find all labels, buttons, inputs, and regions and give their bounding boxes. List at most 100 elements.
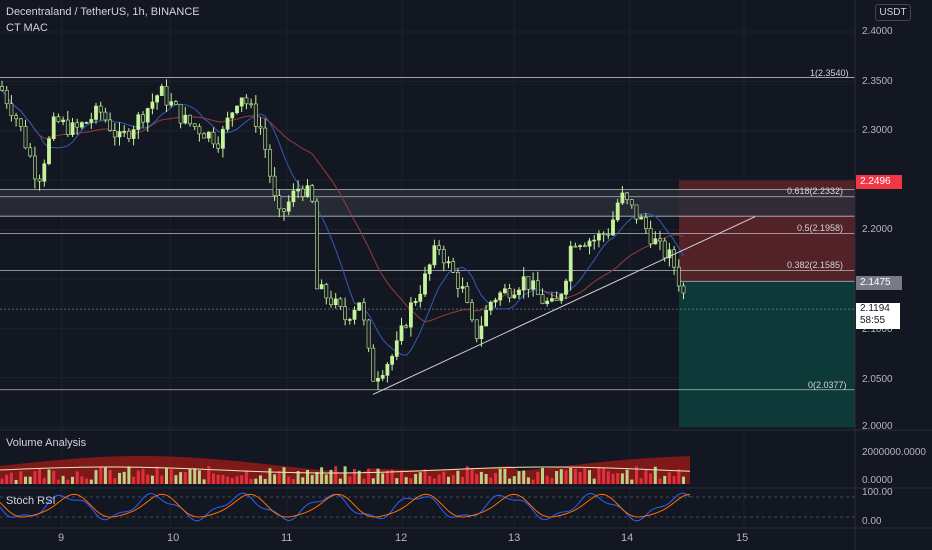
candle-body — [573, 245, 578, 248]
volume-bar — [395, 478, 399, 484]
candle-body — [89, 119, 94, 123]
volume-bar — [564, 470, 568, 484]
volume-bar — [376, 468, 380, 484]
volume-bar — [494, 472, 497, 484]
candle-body — [620, 192, 625, 204]
volume-bar — [555, 471, 559, 484]
volume-bar — [362, 478, 366, 484]
volume-bar — [212, 473, 215, 484]
volume-bar — [597, 467, 601, 484]
time-tick: 15 — [736, 532, 749, 544]
price-tick: 2.0000 — [862, 421, 893, 432]
symbol-title[interactable]: Decentraland / TetherUS, 1h, BINANCE — [6, 6, 200, 18]
volume-bar — [66, 479, 70, 484]
volume-bar — [263, 478, 267, 484]
candle-body — [582, 245, 587, 248]
candle-body — [155, 95, 160, 103]
volume-ma-line — [0, 466, 691, 474]
candle-body — [291, 190, 296, 203]
volume-bar — [179, 472, 183, 484]
volume-bar — [291, 479, 295, 484]
volume-tick: 2000000.0000 — [862, 447, 926, 458]
candle-body — [399, 325, 404, 342]
fib-label-0618: 0.618(2.2332) — [787, 186, 844, 196]
candle-body — [51, 116, 56, 140]
volume-bar — [249, 479, 253, 484]
candle-body — [611, 219, 615, 236]
candle-body — [413, 301, 418, 304]
volume-bar — [531, 479, 535, 484]
candle-body — [300, 188, 305, 197]
candle-body — [507, 288, 512, 299]
candle-body — [310, 185, 315, 202]
candle-body — [117, 131, 122, 138]
volume-bar — [197, 470, 201, 484]
candle-body — [239, 97, 244, 107]
volume-bar — [508, 478, 512, 484]
volume-bar — [588, 470, 591, 484]
price-tick: 2.4000 — [862, 26, 893, 37]
trend-line[interactable] — [372, 216, 756, 395]
candle-body — [676, 266, 681, 287]
volume-bar — [113, 478, 117, 484]
volume-bar — [254, 478, 258, 484]
candle-body — [333, 298, 338, 305]
candle-body — [376, 378, 380, 382]
volume-bar — [414, 473, 418, 484]
candle-body — [488, 301, 493, 311]
volume-bar — [381, 473, 385, 484]
volume-bar — [320, 467, 324, 484]
volume-bar — [118, 472, 121, 484]
volume-bar — [461, 476, 465, 484]
fib-label-1: 1(2.3540) — [810, 68, 849, 78]
price-tick: 2.1000 — [862, 324, 893, 335]
volume-bar — [677, 469, 681, 484]
volume-bar — [108, 470, 112, 484]
candle-body — [648, 228, 653, 245]
candle-body — [338, 298, 343, 307]
volume-bar — [9, 472, 13, 484]
volume-bar — [28, 476, 32, 484]
indicator-label[interactable]: CT MAC — [6, 22, 48, 34]
candle-body — [4, 90, 9, 105]
volume-bar — [437, 474, 441, 484]
candle-body — [230, 112, 235, 119]
volume-bar — [75, 471, 79, 484]
volume-bar — [277, 471, 281, 484]
volume-bar — [465, 466, 469, 484]
volume-bar — [169, 469, 173, 484]
candle-body — [540, 294, 545, 304]
volume-pane-label[interactable]: Volume Analysis — [6, 437, 87, 449]
volume-bar — [230, 477, 234, 484]
volume-bar — [296, 471, 300, 484]
volume-bar — [14, 479, 18, 484]
candle-body — [319, 284, 324, 290]
volume-bar — [409, 478, 413, 484]
volume-bar — [38, 468, 42, 484]
volume-bar — [268, 468, 272, 484]
volume-bar — [569, 468, 573, 484]
candle-body — [526, 276, 531, 290]
volume-bar — [475, 474, 479, 484]
candle-body — [9, 103, 14, 116]
volume-bar — [630, 479, 634, 484]
volume-bar — [663, 475, 667, 484]
volume-bar — [479, 471, 483, 484]
candle-body — [592, 239, 597, 242]
candle-body — [61, 119, 66, 123]
volume-bar — [667, 472, 671, 484]
candle-body — [47, 138, 51, 164]
price-candles — [0, 79, 686, 390]
volume-bar — [5, 474, 9, 484]
candle-body — [564, 280, 568, 295]
volume-bar — [367, 468, 371, 484]
rsi-pane-label[interactable]: Stoch RSI — [6, 495, 56, 507]
volume-bar — [310, 475, 314, 484]
candle-body — [343, 306, 348, 321]
moving-averages — [1, 90, 684, 356]
volume-bar — [658, 478, 662, 484]
fast-ma-line — [1, 90, 684, 356]
currency-button[interactable]: USDT — [875, 4, 911, 21]
